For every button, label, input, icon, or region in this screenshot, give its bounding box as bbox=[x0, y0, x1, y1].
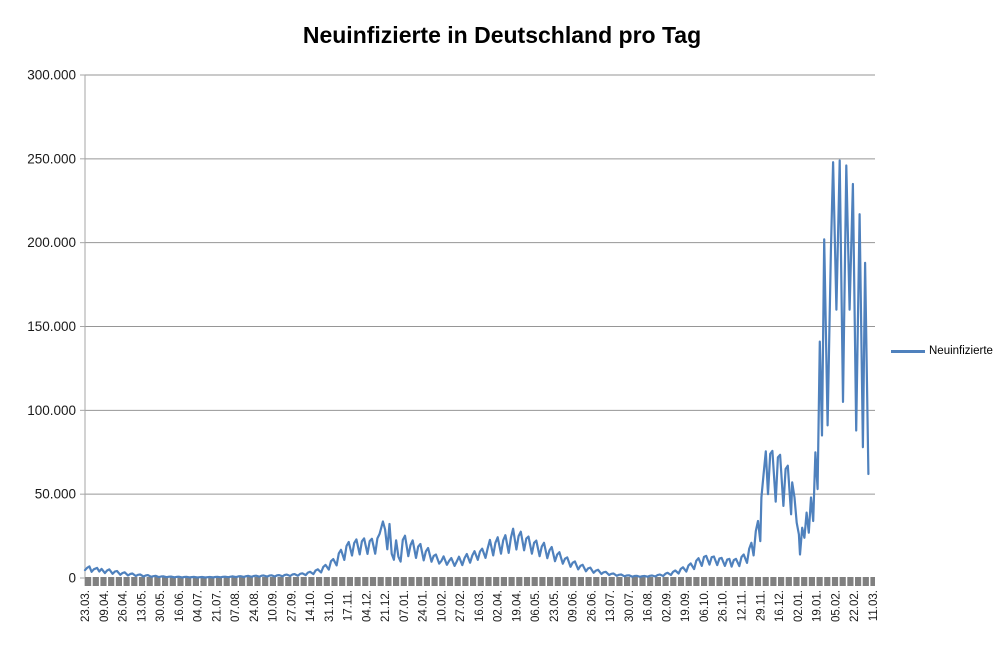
svg-text:02.09.: 02.09. bbox=[661, 590, 673, 622]
svg-text:22.02.: 22.02. bbox=[849, 590, 861, 622]
y-axis: 0 50.000 100.000 150.000 200.000 250.000 300.0… bbox=[27, 68, 86, 586]
svg-text:29.11.: 29.11. bbox=[755, 590, 767, 621]
svg-text:23.03.: 23.03. bbox=[80, 590, 92, 622]
svg-text:14.10.: 14.10. bbox=[305, 590, 317, 622]
svg-text:16.03.: 16.03. bbox=[474, 590, 486, 622]
svg-text:16.12.: 16.12. bbox=[774, 590, 786, 622]
svg-text:09.06.: 09.06. bbox=[568, 590, 580, 622]
svg-text:05.02.: 05.02. bbox=[830, 590, 842, 622]
svg-text:26.06.: 26.06. bbox=[586, 590, 598, 622]
chart-title: Neuinfizierte in Deutschland pro Tag bbox=[302, 22, 702, 48]
svg-text:06.10.: 06.10. bbox=[699, 590, 711, 622]
svg-text:19.09.: 19.09. bbox=[680, 590, 692, 622]
svg-text:31.10.: 31.10. bbox=[324, 590, 336, 622]
series-line-neuinfizierte bbox=[83, 159, 870, 579]
svg-text:17.11.: 17.11. bbox=[343, 590, 355, 621]
svg-text:26.10.: 26.10. bbox=[718, 590, 730, 622]
svg-text:16.08.: 16.08. bbox=[643, 590, 655, 622]
svg-text:04.07.: 04.07. bbox=[193, 590, 205, 622]
svg-text:30.07.: 30.07. bbox=[624, 590, 636, 622]
svg-text:30.05.: 30.05. bbox=[155, 590, 167, 622]
svg-text:19.04.: 19.04. bbox=[511, 590, 523, 622]
legend-line-swatch bbox=[891, 349, 925, 353]
svg-text:21.12.: 21.12. bbox=[380, 590, 392, 622]
svg-text:11.03.: 11.03. bbox=[868, 590, 880, 621]
svg-text:200.000: 200.000 bbox=[27, 235, 76, 250]
svg-text:12.11.: 12.11. bbox=[736, 590, 748, 621]
svg-text:16.06.: 16.06. bbox=[174, 590, 186, 622]
legend: Neuinfizierte bbox=[891, 345, 993, 357]
svg-text:26.04.: 26.04. bbox=[118, 590, 130, 622]
svg-text:02.01.: 02.01. bbox=[793, 590, 805, 622]
svg-text:19.01.: 19.01. bbox=[812, 590, 824, 622]
svg-text:04.12.: 04.12. bbox=[361, 590, 373, 622]
svg-text:23.05.: 23.05. bbox=[549, 590, 561, 622]
svg-text:24.01.: 24.01. bbox=[418, 590, 430, 622]
gridlines bbox=[85, 74, 875, 495]
svg-text:06.05.: 06.05. bbox=[530, 590, 542, 622]
svg-text:24.08.: 24.08. bbox=[249, 590, 261, 622]
svg-text:21.07.: 21.07. bbox=[211, 590, 223, 622]
svg-text:100.000: 100.000 bbox=[27, 403, 76, 418]
legend-label: Neuinfizierte bbox=[929, 345, 993, 357]
svg-text:07.08.: 07.08. bbox=[230, 590, 242, 622]
svg-text:250.000: 250.000 bbox=[27, 151, 76, 166]
x-axis: 23.03. 09.04. 26.04. 13.05. 30.05. 16.06. 04.0… bbox=[80, 577, 880, 622]
svg-text:27.09.: 27.09. bbox=[286, 590, 298, 622]
svg-text:13.07.: 13.07. bbox=[605, 590, 617, 622]
svg-text:07.01.: 07.01. bbox=[399, 590, 411, 622]
svg-text:150.000: 150.000 bbox=[27, 319, 76, 334]
svg-text:09.04.: 09.04. bbox=[99, 590, 111, 622]
svg-text:50.000: 50.000 bbox=[35, 487, 76, 502]
svg-text:0: 0 bbox=[68, 571, 76, 586]
svg-text:10.09.: 10.09. bbox=[268, 590, 280, 622]
svg-text:300.000: 300.000 bbox=[27, 68, 76, 83]
svg-text:02.04.: 02.04. bbox=[493, 590, 505, 622]
svg-text:10.02.: 10.02. bbox=[436, 590, 448, 622]
svg-text:13.05.: 13.05. bbox=[136, 590, 148, 622]
svg-text:27.02.: 27.02. bbox=[455, 590, 467, 622]
